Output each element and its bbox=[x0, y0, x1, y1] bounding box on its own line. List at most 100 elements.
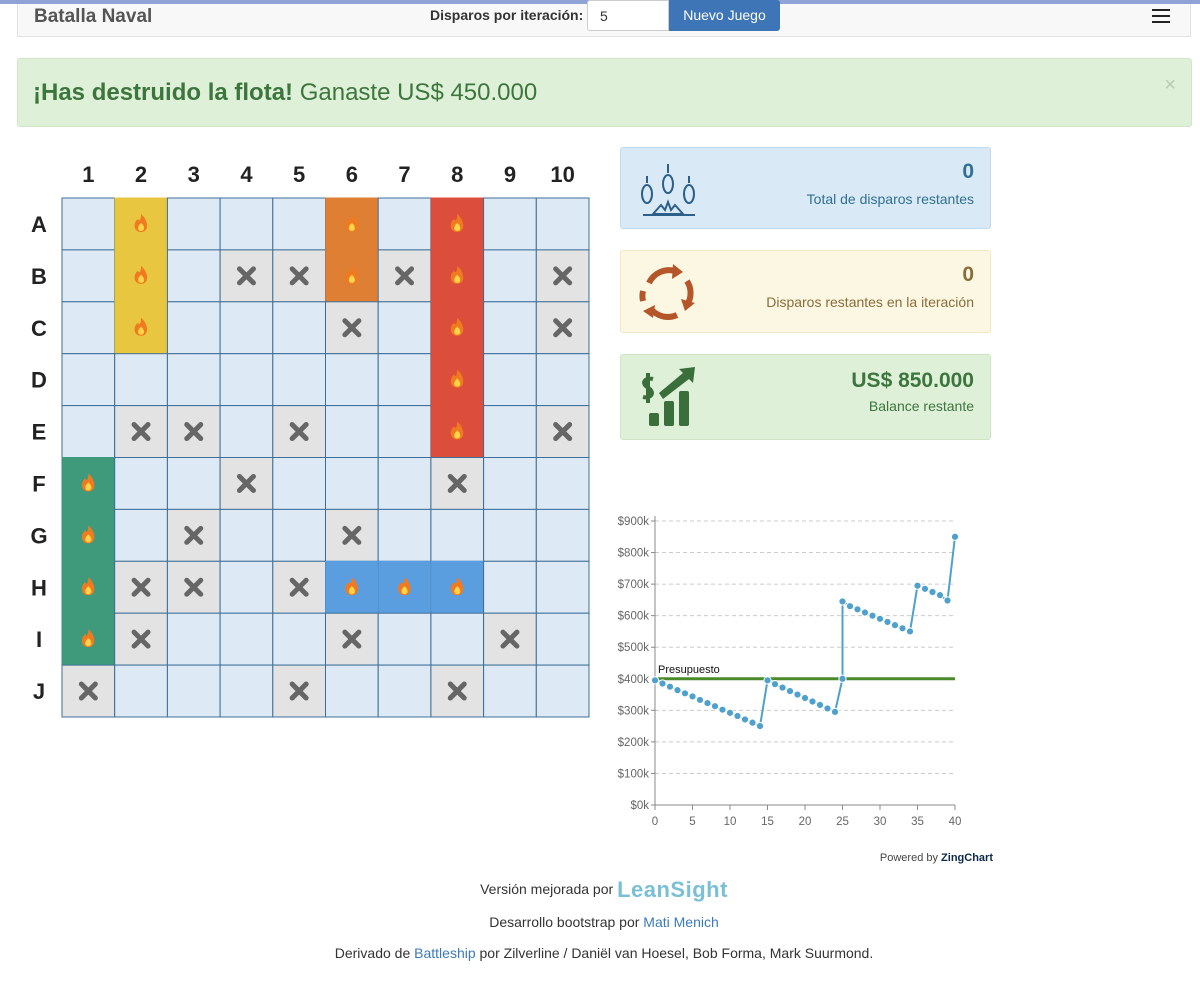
board-cell[interactable] bbox=[219, 197, 274, 251]
data-point bbox=[838, 674, 847, 683]
board-cell[interactable] bbox=[377, 457, 432, 510]
board-cell[interactable] bbox=[377, 664, 432, 718]
data-point bbox=[943, 596, 952, 605]
alert-close[interactable]: × bbox=[1164, 74, 1176, 96]
miss-mark bbox=[342, 525, 362, 545]
data-point bbox=[733, 711, 742, 721]
miss-mark bbox=[447, 681, 467, 701]
board-cell[interactable] bbox=[219, 301, 274, 355]
board-cell[interactable] bbox=[61, 197, 116, 251]
column-label: 5 bbox=[293, 162, 305, 187]
board-cell[interactable] bbox=[535, 353, 590, 407]
board-cell[interactable] bbox=[272, 508, 326, 562]
board-cell[interactable] bbox=[166, 353, 221, 407]
board-cell[interactable] bbox=[61, 405, 116, 459]
board-cell[interactable] bbox=[61, 353, 116, 407]
new-game-button[interactable]: Nuevo Juego bbox=[669, 0, 780, 31]
credit-brand: ZingChart bbox=[941, 852, 993, 864]
board-cell[interactable] bbox=[483, 405, 537, 459]
miss-mark bbox=[553, 318, 573, 338]
board-cell[interactable] bbox=[535, 197, 590, 251]
row-label: B bbox=[31, 264, 47, 289]
board-cell[interactable] bbox=[114, 508, 168, 562]
menu-button[interactable] bbox=[1152, 6, 1170, 27]
board-cell[interactable] bbox=[61, 301, 116, 355]
board-cell[interactable] bbox=[114, 664, 168, 718]
board-cell[interactable] bbox=[483, 560, 537, 614]
board-cell[interactable] bbox=[272, 197, 326, 251]
board-cell[interactable] bbox=[377, 197, 432, 251]
board-cell[interactable] bbox=[219, 508, 274, 562]
board-cell[interactable] bbox=[166, 197, 221, 251]
data-point bbox=[830, 707, 840, 717]
board-cell[interactable] bbox=[483, 457, 537, 510]
board-cell[interactable] bbox=[272, 457, 326, 510]
hit-flame-core bbox=[348, 222, 355, 231]
board-cell[interactable] bbox=[114, 457, 168, 510]
board-cell[interactable] bbox=[272, 353, 326, 407]
alert-strong: ¡Has destruido la flota! bbox=[33, 79, 294, 106]
shots-input[interactable]: 5 bbox=[587, 0, 669, 31]
board-cell[interactable] bbox=[325, 664, 379, 718]
board-cell[interactable] bbox=[325, 508, 379, 562]
miss-mark bbox=[236, 473, 256, 493]
board-cell[interactable] bbox=[377, 353, 432, 407]
board-cell[interactable] bbox=[114, 353, 168, 407]
credit-prefix: Powered by bbox=[880, 852, 939, 864]
board-cell[interactable] bbox=[483, 249, 537, 303]
stat-value: US$ 850.000 bbox=[851, 369, 974, 392]
board-cell[interactable] bbox=[325, 457, 379, 510]
board-cell[interactable] bbox=[430, 508, 485, 562]
miss-mark bbox=[395, 266, 415, 286]
board-cell[interactable] bbox=[377, 301, 432, 355]
hit-flame-core bbox=[454, 586, 461, 595]
board-cell[interactable] bbox=[219, 664, 274, 718]
y-tick-label: $100k bbox=[618, 768, 650, 780]
board-cell[interactable] bbox=[535, 664, 590, 718]
data-point bbox=[703, 698, 712, 708]
board-cell[interactable] bbox=[272, 612, 326, 666]
board-cell[interactable] bbox=[219, 560, 274, 614]
author-link[interactable]: Mati Menich bbox=[643, 914, 719, 930]
brand[interactable]: Batalla Naval bbox=[34, 6, 153, 27]
battleship-link[interactable]: Battleship bbox=[414, 945, 476, 961]
board-cell[interactable] bbox=[483, 301, 537, 355]
board-cell[interactable] bbox=[483, 508, 537, 562]
board-cell[interactable] bbox=[535, 457, 590, 510]
column-label: 9 bbox=[504, 162, 516, 187]
board-cell[interactable] bbox=[61, 249, 116, 303]
y-tick-label: $600k bbox=[618, 611, 650, 623]
miss-mark bbox=[342, 629, 362, 649]
board-cell[interactable] bbox=[535, 508, 590, 562]
board-cell[interactable] bbox=[219, 353, 274, 407]
column-label: 8 bbox=[451, 162, 463, 187]
board-cell[interactable] bbox=[166, 457, 221, 510]
board-cell[interactable] bbox=[483, 353, 537, 407]
hit-flame-core bbox=[85, 482, 92, 491]
board-cell[interactable] bbox=[377, 508, 432, 562]
board-cell[interactable] bbox=[166, 664, 221, 718]
miss-mark bbox=[131, 422, 151, 442]
board-cell[interactable] bbox=[325, 405, 379, 459]
board-cell[interactable] bbox=[377, 612, 432, 666]
board-cell[interactable] bbox=[166, 249, 221, 303]
board-cell[interactable] bbox=[535, 560, 590, 614]
hit-flame-core bbox=[401, 586, 408, 595]
data-point bbox=[673, 686, 682, 695]
board-cell[interactable] bbox=[272, 301, 326, 355]
board-cell[interactable] bbox=[535, 612, 590, 666]
stat-value: 0 bbox=[962, 263, 974, 286]
board-cell[interactable] bbox=[219, 405, 274, 459]
leansight-logo[interactable]: LeanSight bbox=[617, 877, 728, 902]
column-label: 3 bbox=[188, 162, 200, 187]
data-point bbox=[770, 680, 780, 689]
board-cell[interactable] bbox=[166, 301, 221, 355]
board-cell[interactable] bbox=[483, 197, 537, 251]
chart-credit: Powered by ZingChart bbox=[880, 852, 993, 864]
board-cell[interactable] bbox=[483, 664, 537, 718]
board-cell[interactable] bbox=[166, 612, 221, 666]
board-cell[interactable] bbox=[377, 405, 432, 459]
board-cell[interactable] bbox=[219, 612, 274, 666]
board-cell[interactable] bbox=[325, 353, 379, 407]
board-cell[interactable] bbox=[430, 612, 485, 666]
